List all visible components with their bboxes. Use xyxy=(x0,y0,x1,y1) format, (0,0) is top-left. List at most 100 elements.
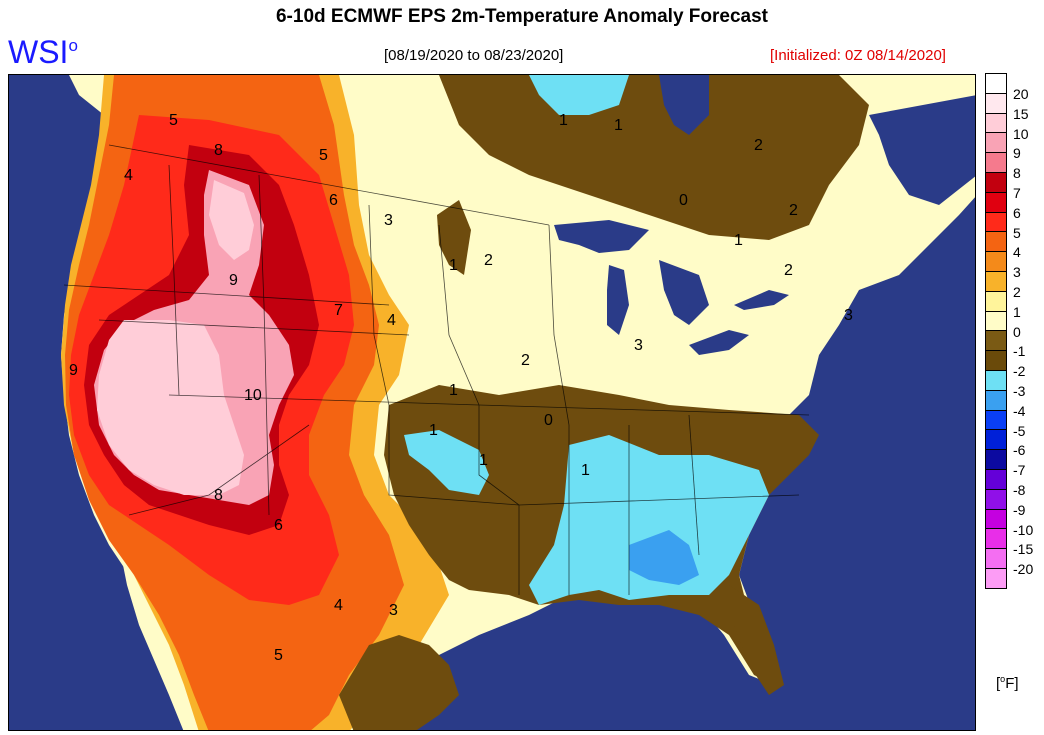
lake-michigan xyxy=(607,265,629,335)
contour-label: 1 xyxy=(581,462,590,479)
legend-swatch xyxy=(985,231,1007,253)
legend-label: 8 xyxy=(1013,165,1021,182)
legend-label: -7 xyxy=(1013,462,1026,479)
legend-label: 9 xyxy=(1013,145,1021,162)
legend-swatch xyxy=(985,92,1007,114)
color-legend: 20 15 10 9 8 7 6 5 4 3 2 1 0 -1 -2 -3 -4 -5 -6 -7 -8 -9 -10 -15… xyxy=(985,73,1033,589)
contour-label: 1 xyxy=(559,112,568,129)
legend-swatch xyxy=(985,290,1007,312)
state-borders xyxy=(63,144,810,595)
anomaly-neg2-oklahoma xyxy=(404,430,489,495)
contour-label: 1 xyxy=(429,422,438,439)
legend-label: -4 xyxy=(1013,402,1026,419)
contour-label: 0 xyxy=(544,412,553,429)
legend-swatch xyxy=(985,171,1007,193)
legend-label: 0 xyxy=(1013,323,1021,340)
legend-swatch xyxy=(985,251,1007,272)
contour-label: 10 xyxy=(244,387,262,404)
contour-labels: 5 4 8 5 6 3 1 2 9 7 4 10 8 9 6 4 5 3 2 1… xyxy=(69,112,853,664)
forecast-period: [08/19/2020 to 08/23/2020] xyxy=(384,47,564,64)
legend-swatch xyxy=(985,389,1007,411)
contour-label: 8 xyxy=(214,142,223,159)
contour-label: 9 xyxy=(229,272,238,289)
legend-swatch xyxy=(985,330,1007,352)
legend-label: -15 xyxy=(1013,541,1034,558)
lake-ontario xyxy=(734,290,789,310)
contour-label: 2 xyxy=(484,252,493,269)
legend-swatch xyxy=(985,191,1007,213)
legend-label: 5 xyxy=(1013,224,1021,241)
legend-label: -8 xyxy=(1013,482,1026,498)
contour-label: 6 xyxy=(274,517,283,534)
legend-label: 6 xyxy=(1013,204,1021,221)
contour-label: 3 xyxy=(389,602,398,619)
legend-label: 15 xyxy=(1013,105,1029,122)
contour-label: 3 xyxy=(384,212,393,229)
contour-label: 6 xyxy=(329,192,338,209)
legend-swatch xyxy=(985,409,1007,431)
legend-label: -1 xyxy=(1013,343,1026,360)
legend-label: -9 xyxy=(1013,501,1026,518)
anomaly-0-canada xyxy=(439,75,869,240)
contour-label: 2 xyxy=(784,262,793,279)
contour-label: 2 xyxy=(521,352,530,369)
wsi-logo: WSIo xyxy=(8,34,78,70)
anomaly-15-region xyxy=(97,320,244,495)
legend-label: 20 xyxy=(1013,86,1029,102)
legend-label: -20 xyxy=(1013,561,1034,578)
legend-label: -5 xyxy=(1013,422,1026,439)
contour-label: 0 xyxy=(679,192,688,209)
anomaly-neg3-georgia xyxy=(629,530,699,585)
anomaly-15-north xyxy=(209,180,254,260)
legend-label: 4 xyxy=(1013,244,1021,261)
legend-swatch xyxy=(985,350,1007,371)
contour-label: 2 xyxy=(754,137,763,154)
legend-swatch xyxy=(985,449,1007,470)
legend-swatch xyxy=(985,548,1007,569)
lake-huron xyxy=(659,260,709,325)
contour-label: 1 xyxy=(479,452,488,469)
contour-label: 9 xyxy=(69,362,78,379)
legend-label: 10 xyxy=(1013,125,1029,142)
legend-swatch xyxy=(985,270,1007,292)
map-title: 6-10d ECMWF EPS 2m-Temperature Anomaly F… xyxy=(275,6,768,27)
legend-swatch xyxy=(985,429,1007,451)
legend-label: -3 xyxy=(1013,383,1026,399)
contour-label: 1 xyxy=(449,257,458,274)
legend-swatch-top xyxy=(985,73,1007,94)
legend-swatch xyxy=(985,310,1007,332)
temperature-anomaly-map: 5 4 8 5 6 3 1 2 9 7 4 10 8 9 6 4 5 3 2 1… xyxy=(8,74,976,731)
contour-label: 5 xyxy=(319,147,328,164)
anomaly-neg2-southeast xyxy=(529,435,769,605)
legend-label: -2 xyxy=(1013,363,1026,380)
lake-superior xyxy=(554,220,649,253)
legend-label: -10 xyxy=(1013,521,1034,538)
legend-swatch xyxy=(985,112,1007,134)
legend-swatch xyxy=(985,152,1007,173)
legend-swatch xyxy=(985,567,1007,589)
initialized-time: [Initialized: 0Z 08/14/2020] xyxy=(770,47,946,64)
contour-label: 4 xyxy=(387,312,396,329)
contour-label: 1 xyxy=(449,382,458,399)
legend-swatch xyxy=(985,468,1007,490)
legend-swatch xyxy=(985,369,1007,391)
anomaly-neg2-canada xyxy=(529,75,629,115)
anomaly-0-texas xyxy=(339,635,459,730)
contour-label: 5 xyxy=(169,112,178,129)
legend-label: 7 xyxy=(1013,185,1021,201)
contour-label: 7 xyxy=(334,302,343,319)
hudson-bay xyxy=(659,75,709,135)
legend-swatch xyxy=(985,211,1007,233)
contour-label: 1 xyxy=(734,232,743,249)
contour-label: 4 xyxy=(334,597,343,614)
contour-label: 3 xyxy=(844,307,853,324)
gulf-of-st-lawrence xyxy=(869,95,975,205)
contour-label: 1 xyxy=(614,117,623,134)
map-canvas: 5 4 8 5 6 3 1 2 9 7 4 10 8 9 6 4 5 3 2 1… xyxy=(9,75,975,730)
lake-erie xyxy=(689,330,749,355)
contour-label: 2 xyxy=(789,202,798,219)
contour-label: 5 xyxy=(274,647,283,664)
contour-label: 4 xyxy=(124,167,133,184)
legend-label: 2 xyxy=(1013,284,1021,300)
anomaly-0-florida xyxy=(729,585,784,695)
